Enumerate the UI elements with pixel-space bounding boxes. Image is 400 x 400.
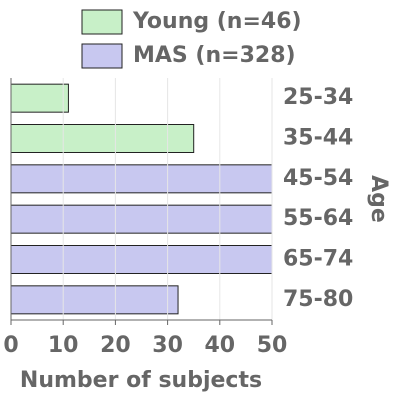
y-tick-label: 55-64 <box>283 206 353 231</box>
y-tick-label: 75-80 <box>283 287 353 312</box>
y-tick-label: 35-44 <box>283 126 353 151</box>
legend-label: Young (n=46) <box>132 9 302 34</box>
y-axis-label: Age <box>366 175 391 223</box>
bar <box>11 83 69 113</box>
x-tick-label: 10 <box>48 333 79 358</box>
y-tick-label: 65-74 <box>283 247 353 272</box>
x-tick-label: 0 <box>3 333 18 358</box>
x-axis-label: Number of subjects <box>20 368 262 393</box>
legend-swatch <box>81 9 123 35</box>
x-tick-label: 50 <box>257 333 288 358</box>
x-tick-label: 20 <box>100 333 131 358</box>
plot-area <box>11 83 272 315</box>
bar <box>11 164 272 194</box>
bar <box>11 124 195 153</box>
bar <box>11 204 272 234</box>
bar <box>11 285 179 315</box>
y-tick-label: 25-34 <box>283 85 353 110</box>
y-tick-label: 45-54 <box>283 166 353 191</box>
x-tick-label: 40 <box>204 333 235 358</box>
bar <box>11 245 272 274</box>
legend-swatch <box>81 43 123 69</box>
x-tick-label: 30 <box>152 333 183 358</box>
legend-label: MAS (n=328) <box>133 43 296 68</box>
